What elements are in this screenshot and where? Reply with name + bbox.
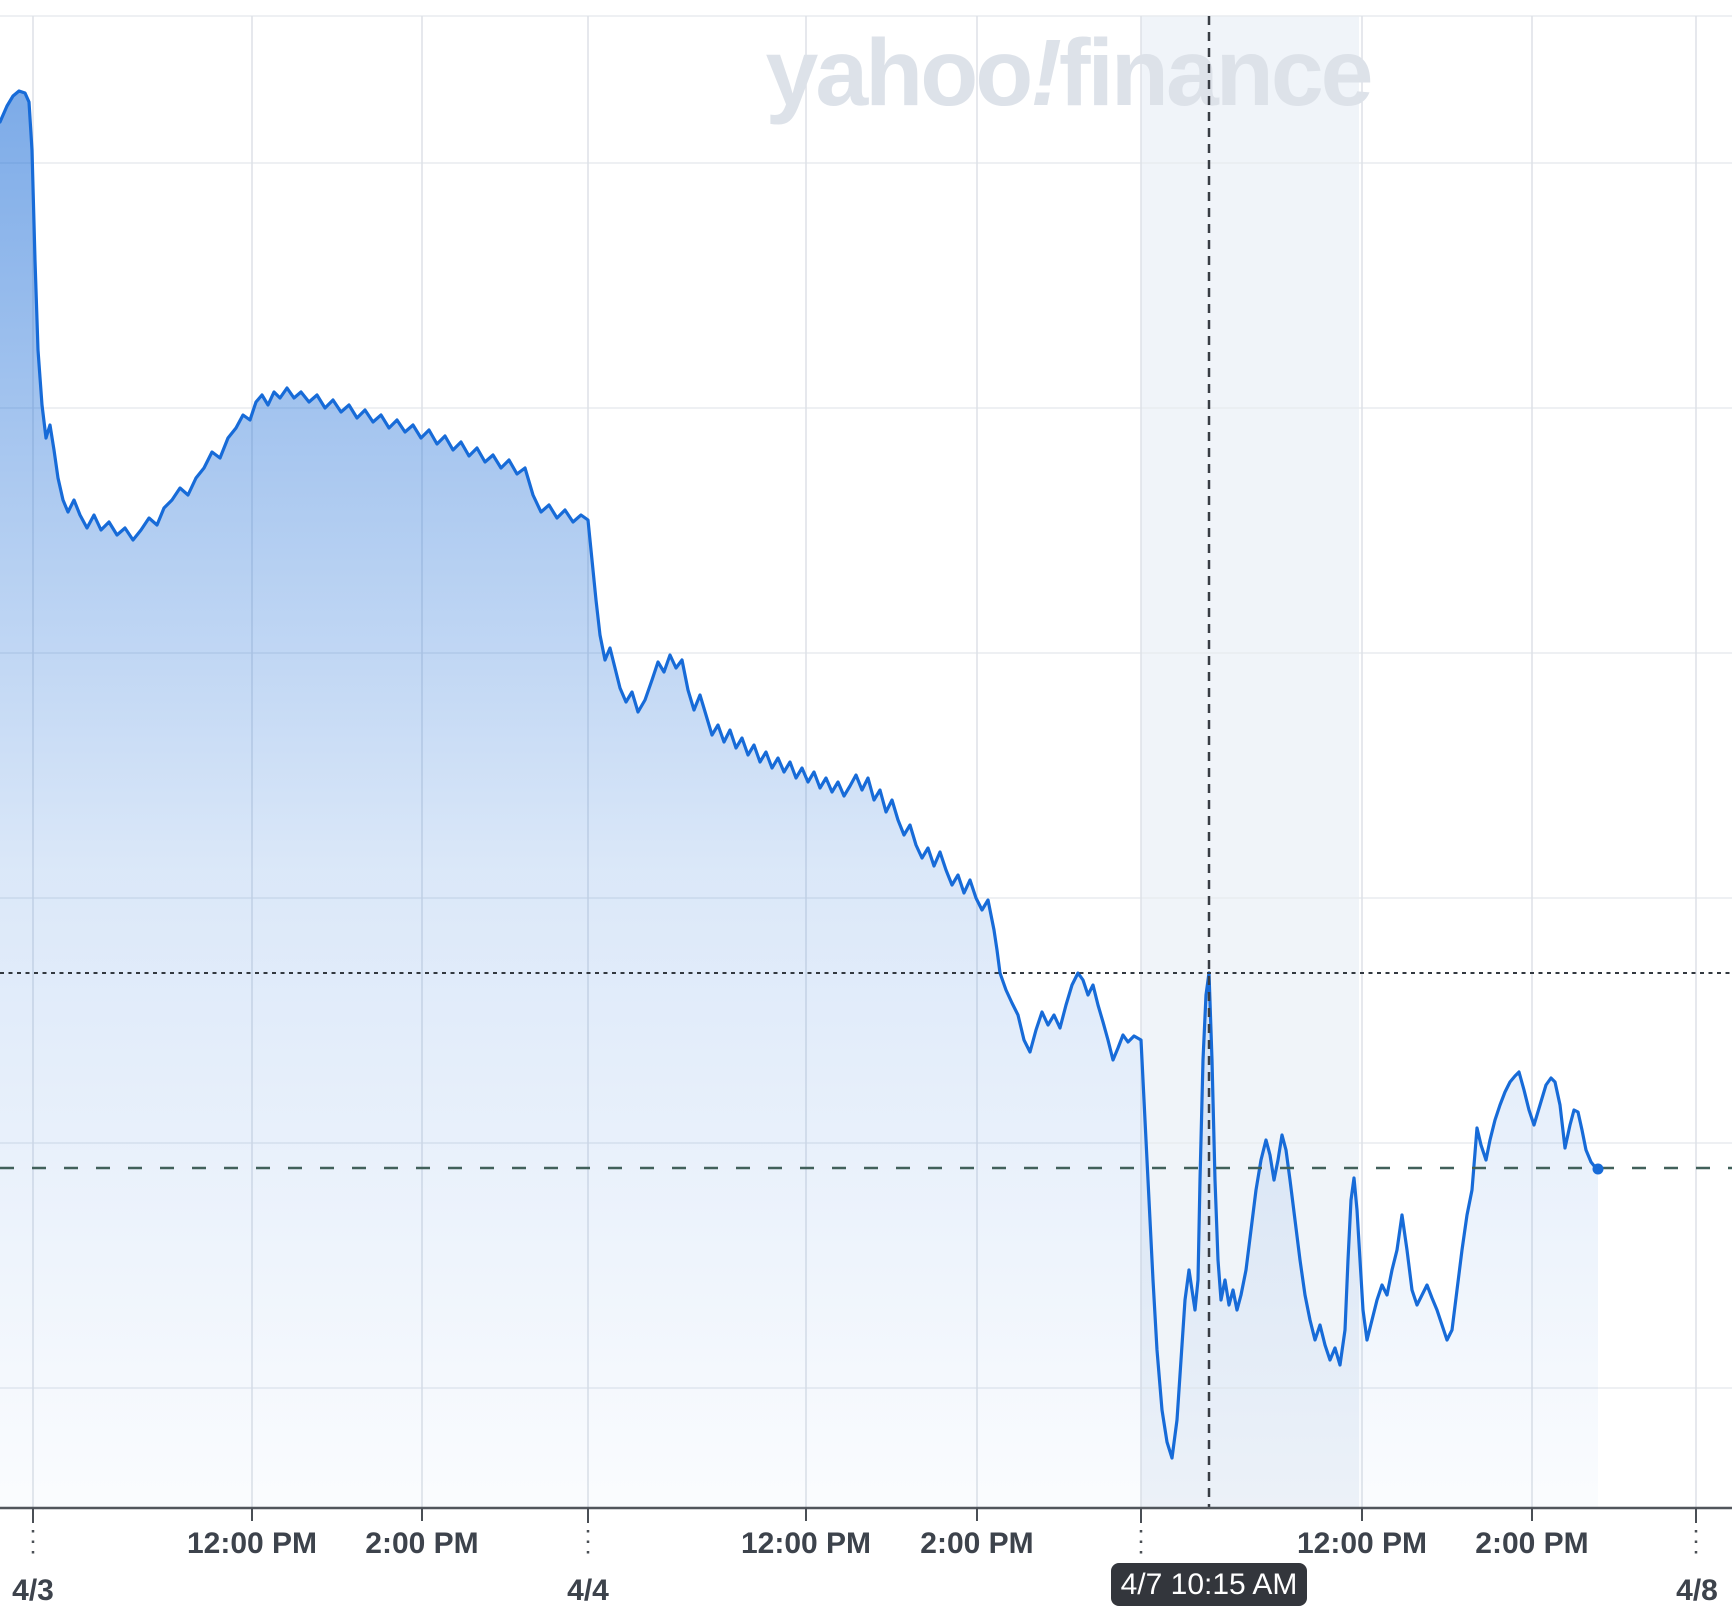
price-line bbox=[0, 89, 1600, 1460]
x-axis-time-label: 2:00 PM bbox=[365, 1527, 478, 1560]
last-price-dot bbox=[1592, 1163, 1604, 1175]
tooltip-label: 4/7 10:15 AM bbox=[1121, 1568, 1298, 1601]
x-axis-time-label: 12:00 PM bbox=[1297, 1527, 1427, 1560]
x-axis-date-label: 4/3 bbox=[12, 1574, 54, 1607]
area-fill bbox=[0, 91, 1598, 1508]
yahoo-finance-watermark: yahoo!finance bbox=[766, 20, 1371, 126]
price-path bbox=[0, 89, 1600, 1460]
x-axis-date-label: 4/4 bbox=[567, 1574, 609, 1607]
x-axis-time-label: 12:00 PM bbox=[741, 1527, 871, 1560]
chart-plot-area[interactable] bbox=[0, 16, 1732, 1508]
x-axis-labels: 12:00 PM 2:00 PM 12:00 PM 2:00 PM 12:00 PM 2:… bbox=[12, 1527, 1718, 1607]
tooltip-box bbox=[1111, 1563, 1307, 1606]
x-axis bbox=[0, 1506, 1732, 1560]
x-axis-time-label: 2:00 PM bbox=[920, 1527, 1033, 1560]
exclamation-icon: ! bbox=[1030, 20, 1061, 126]
crosshair-time-tooltip: 4/7 10:15 AM bbox=[1111, 1563, 1307, 1606]
crosshair-and-price-lines bbox=[0, 16, 1732, 1508]
price-area-fill bbox=[0, 91, 1598, 1508]
x-axis-time-label: 2:00 PM bbox=[1475, 1527, 1588, 1560]
x-axis-date-label: 4/8 bbox=[1676, 1574, 1718, 1607]
x-axis-time-label: 12:00 PM bbox=[187, 1527, 317, 1560]
